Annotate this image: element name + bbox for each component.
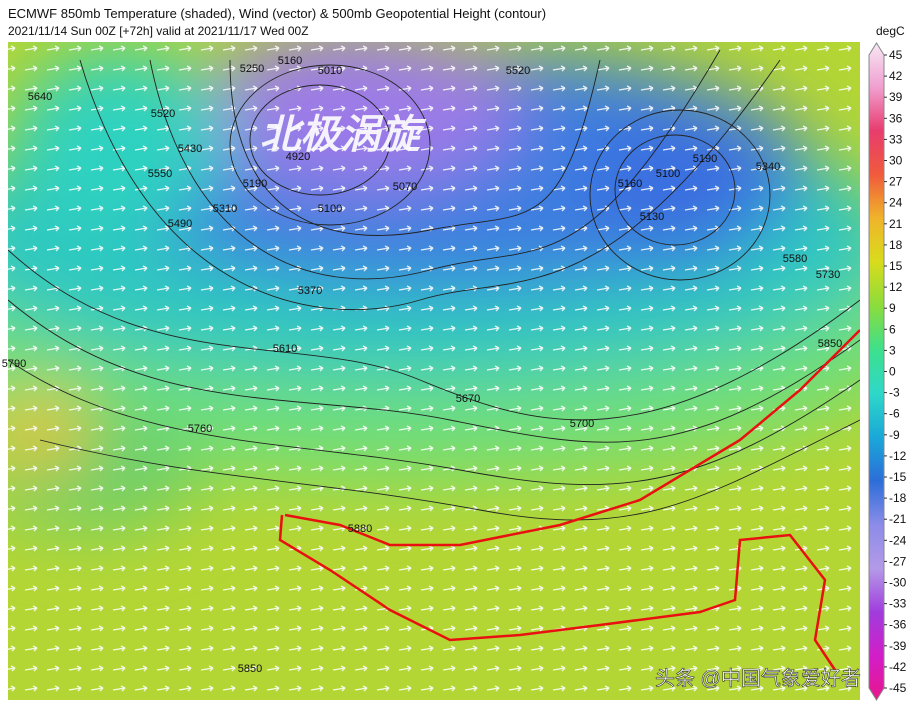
colorbar-unit: degC: [876, 24, 905, 38]
contour-label: 5130: [640, 211, 664, 223]
colorbar-tick-label: -12: [889, 449, 907, 463]
colorbar-tick-label: 39: [889, 90, 903, 104]
colorbar-tick-label: -9: [889, 428, 900, 442]
colorbar-tick-label: 9: [889, 301, 896, 315]
colorbar: 4542393633302724211815129630-3-6-9-12-15…: [868, 42, 907, 701]
contour-labels: 5250 5160 5010 5520 5640 5520 5550 5430 4920 5190…: [2, 55, 842, 675]
contour-label: 5520: [151, 108, 175, 120]
watermark: 头条 @中国气象爱好者: [655, 667, 861, 690]
colorbar-tick-label: -30: [889, 576, 907, 590]
contour-label: 5880: [348, 523, 372, 535]
contour-label: 5850: [238, 663, 262, 675]
colorbar-tick-label: -21: [889, 512, 907, 526]
contour-label: 5700: [570, 418, 594, 430]
contour-label: 5190: [243, 178, 267, 190]
colorbar-body: [868, 42, 885, 701]
colorbar-tick-label: -42: [889, 660, 907, 674]
contour-label: 5490: [168, 218, 192, 230]
colorbar-tick-label: 45: [889, 48, 903, 62]
contour-label: 4920: [286, 151, 310, 163]
colorbar-tick-label: -3: [889, 386, 900, 400]
contour-label: 5850: [818, 338, 842, 350]
contour-label: 5430: [178, 143, 202, 155]
colorbar-tick-label: 18: [889, 238, 903, 252]
colorbar-tick-label: 33: [889, 132, 903, 146]
colorbar-tick-label: 30: [889, 154, 903, 168]
colorbar-tick-label: -39: [889, 639, 907, 653]
colorbar-tick-label: -33: [889, 597, 907, 611]
contour-label: 5340: [756, 161, 780, 173]
colorbar-tick-label: -27: [889, 554, 907, 568]
contour-label: 5190: [693, 153, 717, 165]
colorbar-tick-label: -24: [889, 533, 907, 547]
colorbar-tick-label: 6: [889, 322, 896, 336]
contour-label: 5370: [298, 285, 322, 297]
colorbar-tick-label: 21: [889, 217, 903, 231]
contour-label: 5100: [318, 203, 342, 215]
contour-label: 5550: [148, 168, 172, 180]
contour-label: 5640: [28, 91, 52, 103]
colorbar-tick-label: -36: [889, 618, 907, 632]
colorbar-tick-label: 24: [889, 196, 903, 210]
contour-label: 5100: [656, 168, 680, 180]
colorbar-tick-label: -15: [889, 470, 907, 484]
contour-label: 5160: [618, 178, 642, 190]
contour-label: 5730: [816, 269, 840, 281]
map: [8, 42, 860, 700]
contour-label: 5790: [2, 358, 26, 370]
contour-label: 5160: [278, 55, 302, 67]
contour-label: 5520: [506, 65, 530, 77]
colorbar-tick-label: 27: [889, 175, 903, 189]
contour-label: 5310: [213, 203, 237, 215]
colorbar-tick-label: 3: [889, 343, 896, 357]
colorbar-tick-label: 15: [889, 259, 903, 273]
contour-label: 5760: [188, 423, 212, 435]
colorbar-tick-label: -6: [889, 407, 900, 421]
contour-label: 5580: [783, 253, 807, 265]
contour-label: 5010: [318, 65, 342, 77]
colorbar-tick-label: 42: [889, 69, 903, 83]
contour-label: 5610: [273, 343, 297, 355]
colorbar-tick-label: 0: [889, 365, 896, 379]
subtitle: 2021/11/14 Sun 00Z [+72h] valid at 2021/…: [8, 24, 309, 38]
title: ECMWF 850mb Temperature (shaded), Wind (…: [8, 6, 546, 21]
colorbar-tick-label: -18: [889, 491, 907, 505]
contour-label: 5070: [393, 181, 417, 193]
colorbar-tick-label: 36: [889, 111, 903, 125]
contour-label: 5670: [456, 393, 480, 405]
contour-label: 5250: [240, 63, 264, 75]
colorbar-tick-label: -45: [889, 681, 907, 695]
colorbar-tick-label: 12: [889, 280, 903, 294]
overlay-text: 北极涡旋: [260, 113, 427, 157]
